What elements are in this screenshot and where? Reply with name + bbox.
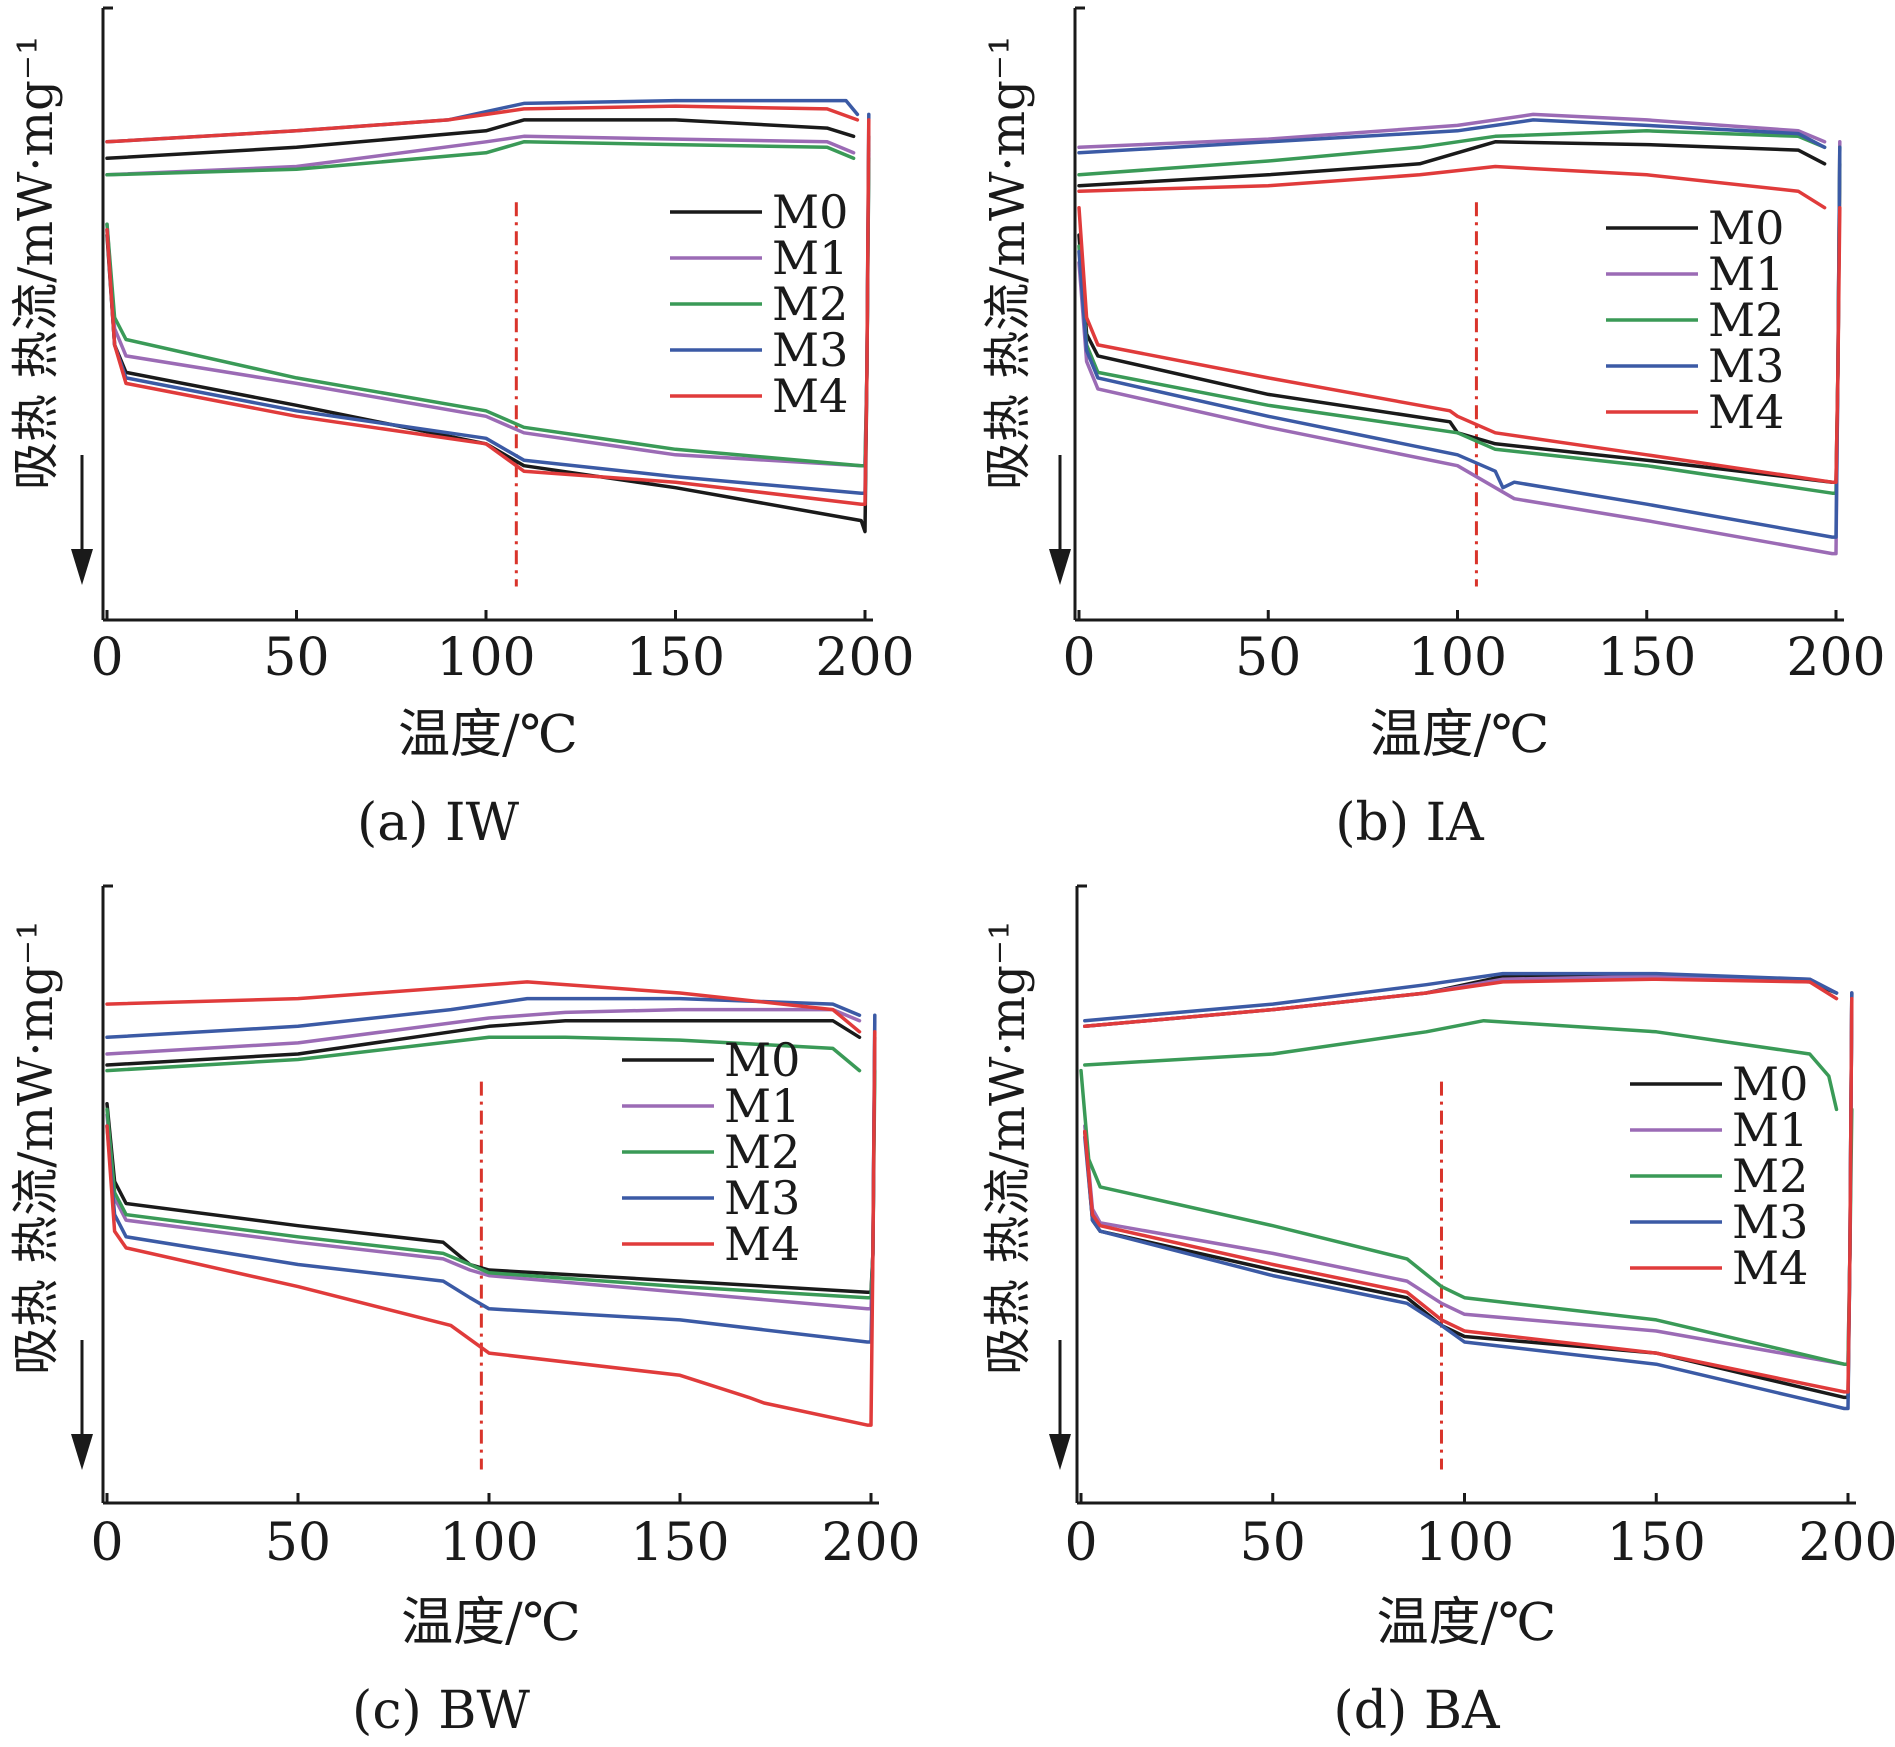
x-tick-label: 150 bbox=[1607, 1513, 1706, 1573]
y-axis-endo-label: 吸热 bbox=[8, 1264, 64, 1375]
series-M0-line bbox=[105, 118, 856, 161]
legend-label: M0 bbox=[1732, 1057, 1808, 1111]
x-tick-label: 200 bbox=[821, 1513, 920, 1573]
legend-label: M2 bbox=[772, 277, 848, 331]
legend-label: M2 bbox=[1708, 293, 1784, 347]
y-axis-main-label: 热流/mW·mg⁻¹ bbox=[980, 921, 1036, 1264]
y-axis-title: 吸热 热流/mW·mg⁻¹ bbox=[980, 36, 1036, 490]
series-M2-line bbox=[105, 140, 856, 177]
panel-caption: (b) IA bbox=[1335, 793, 1485, 853]
x-tick-label: 0 bbox=[1062, 628, 1095, 688]
series-M4-line bbox=[1077, 164, 1827, 210]
x-tick-label: 150 bbox=[630, 1513, 729, 1573]
series-M0-line bbox=[1083, 974, 1839, 1029]
series-M4-line bbox=[1077, 205, 1842, 484]
x-tick-label: 0 bbox=[1064, 1513, 1097, 1573]
series-M2-line bbox=[1083, 1018, 1839, 1112]
x-tick-label: 0 bbox=[90, 1513, 123, 1573]
y-axis-title: 吸热 热流/mW·mg⁻¹ bbox=[8, 921, 64, 1375]
legend-label: M0 bbox=[772, 185, 848, 239]
x-tick-label: 50 bbox=[1235, 628, 1301, 688]
panel-caption: (d) BA bbox=[1333, 1681, 1501, 1741]
y-axis-title: 吸热 热流/mW·mg⁻¹ bbox=[8, 36, 64, 490]
legend-label: M3 bbox=[724, 1171, 800, 1225]
y-axis-title: 吸热 热流/mW·mg⁻¹ bbox=[980, 921, 1036, 1375]
x-axis-title: 温度/℃ bbox=[1370, 705, 1550, 765]
x-tick-label: 0 bbox=[90, 628, 123, 688]
legend-label: M1 bbox=[724, 1079, 800, 1133]
series-M1-line bbox=[1077, 112, 1827, 150]
endo-arrow-icon bbox=[1049, 549, 1071, 585]
legend-label: M2 bbox=[1732, 1149, 1808, 1203]
series-M2-line bbox=[1077, 129, 1827, 177]
legend-label: M4 bbox=[1708, 385, 1784, 439]
x-tick-label: 200 bbox=[1798, 1513, 1895, 1573]
x-tick-label: 50 bbox=[263, 628, 329, 688]
x-tick-label: 50 bbox=[265, 1513, 331, 1573]
x-tick-label: 150 bbox=[1597, 628, 1696, 688]
y-axis-main-label: 热流/mW·mg⁻¹ bbox=[8, 921, 64, 1264]
series-M0-line bbox=[105, 134, 871, 534]
series-M1-line bbox=[105, 151, 871, 468]
x-tick-label: 100 bbox=[1415, 1513, 1514, 1573]
legend-label: M3 bbox=[1732, 1195, 1808, 1249]
y-axis-main-label: 热流/mW·mg⁻¹ bbox=[8, 36, 64, 379]
legend-label: M1 bbox=[772, 231, 848, 285]
series-M4-line bbox=[105, 1030, 877, 1427]
series-M2-line bbox=[105, 1035, 862, 1073]
series-M4-line bbox=[105, 980, 862, 1034]
x-tick-label: 100 bbox=[1408, 628, 1507, 688]
series-M3-line bbox=[1077, 118, 1827, 155]
legend-label: M0 bbox=[1708, 201, 1784, 255]
legend-label: M4 bbox=[724, 1217, 800, 1271]
panel-caption: (a) IW bbox=[357, 793, 520, 853]
legend-label: M4 bbox=[772, 369, 848, 423]
y-axis-endo-label: 吸热 bbox=[8, 379, 64, 490]
x-tick-label: 200 bbox=[815, 628, 914, 688]
legend-label: M3 bbox=[772, 323, 848, 377]
x-tick-label: 50 bbox=[1240, 1513, 1306, 1573]
x-axis-title: 温度/℃ bbox=[401, 1593, 581, 1653]
x-tick-label: 100 bbox=[439, 1513, 538, 1573]
series-M4-line bbox=[105, 104, 860, 144]
legend-label: M1 bbox=[1708, 247, 1784, 301]
y-axis-main-label: 热流/mW·mg⁻¹ bbox=[980, 36, 1036, 379]
series-M0-line bbox=[105, 1018, 862, 1067]
legend-label: M3 bbox=[1708, 339, 1784, 393]
x-tick-label: 100 bbox=[436, 628, 535, 688]
legend-label: M2 bbox=[724, 1125, 800, 1179]
series-M3-line bbox=[105, 996, 862, 1040]
legend-label: M4 bbox=[1732, 1241, 1808, 1295]
series-M4-line bbox=[1083, 977, 1839, 1029]
y-axis-endo-label: 吸热 bbox=[980, 379, 1036, 490]
series-M4-line bbox=[105, 118, 871, 506]
series-M2-line bbox=[105, 156, 871, 468]
legend-label: M0 bbox=[724, 1033, 800, 1087]
x-tick-label: 200 bbox=[1786, 628, 1885, 688]
x-tick-label: 150 bbox=[626, 628, 725, 688]
series-M3-line bbox=[1077, 145, 1842, 539]
endo-arrow-icon bbox=[71, 1434, 93, 1470]
panel-caption: (c) BW bbox=[352, 1681, 530, 1741]
x-axis-title: 温度/℃ bbox=[398, 705, 578, 765]
endo-arrow-icon bbox=[1049, 1434, 1071, 1470]
x-axis-title: 温度/℃ bbox=[1377, 1593, 1557, 1653]
series-M3-line bbox=[1083, 971, 1839, 1023]
y-axis-endo-label: 吸热 bbox=[980, 1264, 1036, 1375]
series-M4-line bbox=[1083, 996, 1854, 1394]
series-M0-line bbox=[1077, 140, 1827, 188]
series-M1-line bbox=[105, 134, 856, 177]
legend-label: M1 bbox=[1732, 1103, 1808, 1157]
endo-arrow-icon bbox=[71, 549, 93, 585]
